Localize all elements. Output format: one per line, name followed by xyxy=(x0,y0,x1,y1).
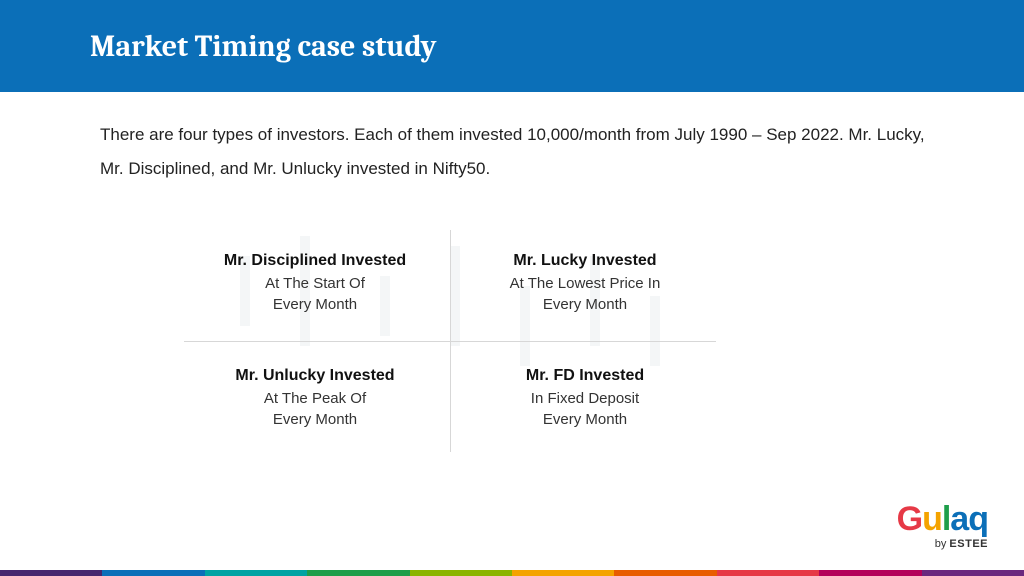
quad-cell-fd: Mr. FD Invested In Fixed DepositEvery Mo… xyxy=(450,341,720,456)
stripe-segment xyxy=(717,570,819,576)
quad-title: Mr. Lucky Invested xyxy=(513,252,656,270)
logo-byline: by ESTEE xyxy=(897,538,988,550)
slide: Market Timing case study There are four … xyxy=(0,0,1024,576)
byline-prefix: by xyxy=(935,538,950,550)
intro-text: There are four types of investors. Each … xyxy=(0,92,1024,186)
logo-wordmark: Gulaq xyxy=(897,502,988,536)
quad-cell-lucky: Mr. Lucky Invested At The Lowest Price I… xyxy=(450,226,720,341)
stripe-segment xyxy=(819,570,921,576)
quad-subtitle: At The Peak OfEvery Month xyxy=(264,389,366,430)
logo-letter-q: q xyxy=(968,502,988,536)
stripe-segment xyxy=(0,570,102,576)
quad-cell-unlucky: Mr. Unlucky Invested At The Peak OfEvery… xyxy=(180,341,450,456)
stripe-segment xyxy=(410,570,512,576)
logo-letter-g: G xyxy=(897,502,922,536)
stripe-segment xyxy=(205,570,307,576)
quad-subtitle: At The Start OfEvery Month xyxy=(265,274,365,315)
stripe-segment xyxy=(307,570,409,576)
quad-subtitle: At The Lowest Price InEvery Month xyxy=(510,274,661,315)
quad-title: Mr. Disciplined Invested xyxy=(224,252,406,270)
quad-title: Mr. FD Invested xyxy=(526,367,644,385)
brand-logo: Gulaq by ESTEE xyxy=(897,502,988,550)
logo-letter-u: u xyxy=(922,502,942,536)
slide-title: Market Timing case study xyxy=(90,29,437,64)
stripe-segment xyxy=(102,570,204,576)
quad-title: Mr. Unlucky Invested xyxy=(235,367,394,385)
logo-letter-a: a xyxy=(950,502,968,536)
quad-cell-disciplined: Mr. Disciplined Invested At The Start Of… xyxy=(180,226,450,341)
stripe-segment xyxy=(614,570,716,576)
quad-subtitle: In Fixed DepositEvery Month xyxy=(531,389,639,430)
byline-brand: ESTEE xyxy=(949,538,988,550)
footer-color-stripe xyxy=(0,570,1024,576)
investor-quadrant: Mr. Disciplined Invested At The Start Of… xyxy=(180,226,720,456)
slide-header: Market Timing case study xyxy=(0,0,1024,92)
logo-letter-l: l xyxy=(942,502,950,536)
stripe-segment xyxy=(922,570,1024,576)
stripe-segment xyxy=(512,570,614,576)
